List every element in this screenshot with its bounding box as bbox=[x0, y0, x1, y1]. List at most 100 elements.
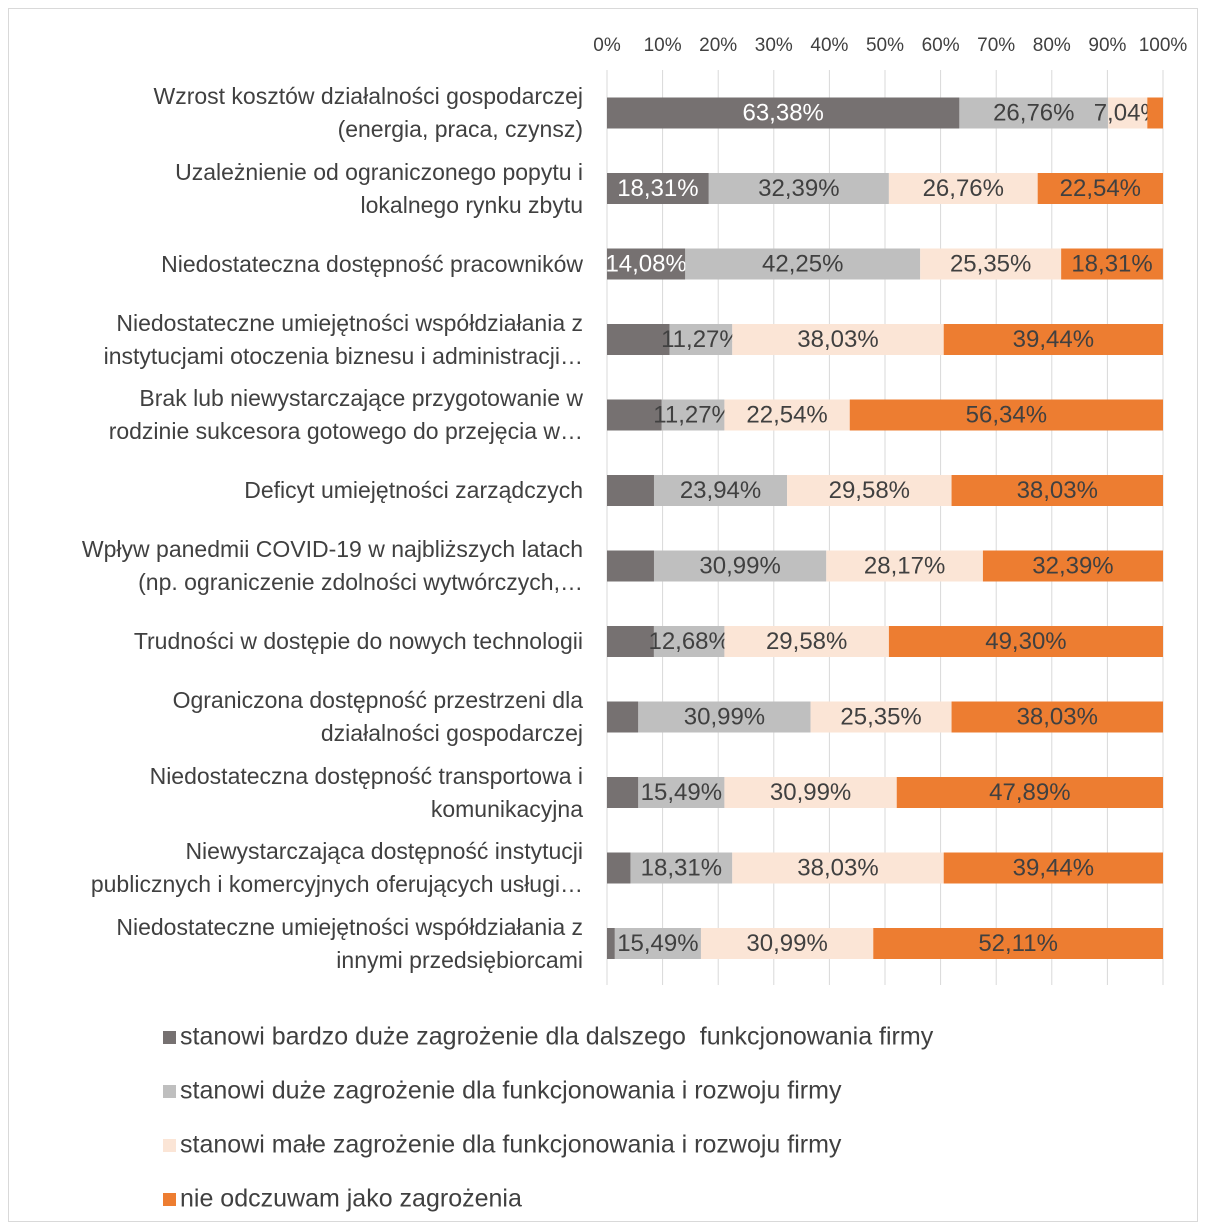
y-tick-label: Niedostateczna dostępność pracowników bbox=[161, 250, 583, 277]
value-label: 15,49% bbox=[641, 779, 722, 806]
bar-segment bbox=[1061, 248, 1163, 280]
bar-segment bbox=[849, 399, 1163, 431]
bar-segment bbox=[653, 475, 788, 506]
value-label: 15,49% bbox=[617, 930, 698, 957]
bar-segment bbox=[943, 852, 1163, 884]
legend-label: stanowi małe zagrożenie dla funkcjonowan… bbox=[180, 1131, 842, 1159]
bar-segment bbox=[607, 399, 662, 431]
x-tick-label: 20% bbox=[699, 35, 737, 56]
legend-label: nie odczuwam jako zagrożenia bbox=[180, 1185, 522, 1213]
y-tick-label: Deficyt umiejętności zarządczych bbox=[244, 477, 583, 503]
y-tick-label: Wpływ panedmii COVID-19 w najbliższych l… bbox=[81, 536, 583, 595]
legend-swatch bbox=[163, 1085, 176, 1098]
bar-segment bbox=[607, 475, 654, 506]
bar-segment bbox=[724, 777, 897, 808]
value-label: 39,44% bbox=[1013, 326, 1094, 353]
value-label: 30,99% bbox=[699, 552, 780, 579]
y-tick-label: Brak lub niewystarczające przygotowanie … bbox=[108, 385, 583, 444]
value-label: 18,31% bbox=[641, 854, 722, 881]
legend-label: stanowi bardzo duże zagrożenie dla dalsz… bbox=[180, 1023, 934, 1051]
bar-segment bbox=[787, 475, 952, 506]
bar-segment bbox=[1037, 173, 1163, 204]
x-tick-label: 50% bbox=[866, 35, 904, 56]
bar-segment bbox=[607, 777, 639, 808]
bar-segment bbox=[607, 324, 670, 355]
value-label: 22,54% bbox=[1060, 175, 1141, 202]
value-label: 63,38% bbox=[742, 99, 823, 126]
bar-segment bbox=[638, 701, 811, 733]
bar-segment bbox=[896, 777, 1163, 808]
chart-border bbox=[8, 8, 1198, 1222]
value-label: 32,39% bbox=[758, 175, 839, 202]
bar-segment bbox=[653, 550, 827, 582]
value-label: 23,94% bbox=[680, 477, 761, 504]
bar-segment bbox=[888, 173, 1038, 204]
x-tick-label: 30% bbox=[755, 35, 793, 56]
bar-segment bbox=[669, 324, 733, 355]
value-label: 49,30% bbox=[985, 628, 1066, 655]
value-label: 52,11% bbox=[978, 930, 1058, 957]
x-tick-label: 10% bbox=[644, 35, 682, 56]
value-label: 32,39% bbox=[1032, 552, 1113, 579]
bar-segment bbox=[951, 475, 1163, 506]
x-tick-label: 40% bbox=[810, 35, 848, 56]
bar-segment bbox=[607, 550, 654, 582]
bar-segment bbox=[732, 852, 944, 884]
y-tick-label: Niedostateczne umiejętności współdziałan… bbox=[116, 913, 583, 973]
bar-segment bbox=[653, 626, 725, 657]
value-label: 22,54% bbox=[746, 401, 827, 428]
value-label: 18,31% bbox=[617, 175, 698, 202]
y-tick-label: Niedostateczna dostępność transportowa i… bbox=[149, 762, 583, 822]
value-label: 47,89% bbox=[989, 779, 1070, 806]
value-label: 30,99% bbox=[746, 930, 827, 957]
bar-segment bbox=[920, 248, 1062, 280]
bar-segment bbox=[607, 173, 709, 204]
value-label: 29,58% bbox=[829, 477, 910, 504]
value-label: 39,44% bbox=[1013, 854, 1094, 881]
bar-segment bbox=[951, 701, 1163, 733]
bar-segment bbox=[607, 626, 654, 657]
x-tick-label: 70% bbox=[977, 35, 1015, 56]
value-label: 11,27% bbox=[661, 326, 741, 353]
bar-segment bbox=[685, 248, 921, 280]
value-label: 25,35% bbox=[950, 250, 1031, 277]
bar-segment bbox=[732, 324, 944, 355]
bar-segment bbox=[708, 173, 889, 204]
value-label: 25,35% bbox=[840, 703, 921, 730]
x-tick-label: 60% bbox=[922, 35, 960, 56]
bar-segment bbox=[943, 324, 1163, 355]
value-label: 26,76% bbox=[993, 99, 1074, 126]
bar-segment bbox=[810, 701, 952, 733]
bar-segment bbox=[1108, 97, 1148, 129]
value-label: 30,99% bbox=[684, 703, 765, 730]
bar-segment bbox=[638, 777, 725, 808]
y-tick-label: Niedostateczne umiejętności współdziałan… bbox=[103, 309, 583, 369]
value-label: 38,03% bbox=[797, 854, 878, 881]
bar-segment bbox=[1147, 97, 1163, 129]
value-label: 11,27% bbox=[653, 401, 733, 428]
bar-segment bbox=[607, 248, 686, 280]
bar-segment bbox=[724, 399, 850, 431]
y-tick-label: Niewystarczająca dostępność instytucji p… bbox=[90, 838, 583, 897]
bar-segment bbox=[826, 550, 983, 582]
bar-segment bbox=[607, 701, 639, 733]
value-label: 28,17% bbox=[864, 552, 945, 579]
value-label: 12,68% bbox=[648, 628, 729, 655]
bar-segment bbox=[724, 626, 889, 657]
value-label: 18,31% bbox=[1071, 250, 1152, 277]
x-tick-label: 100% bbox=[1139, 35, 1188, 56]
y-tick-label: Trudności w dostępie do nowych technolog… bbox=[133, 628, 583, 654]
bar-segment bbox=[700, 928, 874, 959]
value-label: 29,58% bbox=[766, 628, 847, 655]
value-label: 14,08% bbox=[605, 250, 686, 277]
legend-swatch bbox=[163, 1193, 176, 1206]
bar-segment bbox=[607, 928, 615, 959]
legend-swatch bbox=[163, 1139, 176, 1152]
bar-segment bbox=[630, 852, 733, 884]
value-label: 38,03% bbox=[1017, 703, 1098, 730]
x-tick-label: 90% bbox=[1088, 35, 1126, 56]
legend-label: stanowi duże zagrożenie dla funkcjonowan… bbox=[180, 1077, 842, 1105]
y-tick-label: Uzależnienie od ograniczonego popytu i l… bbox=[175, 158, 583, 218]
